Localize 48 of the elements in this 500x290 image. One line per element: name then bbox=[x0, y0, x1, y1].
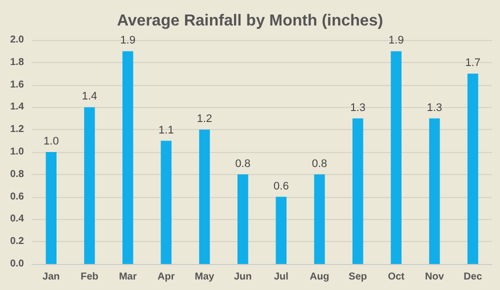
x-tick-label: Oct bbox=[388, 272, 406, 282]
data-label: 1.9 bbox=[120, 34, 136, 47]
x-tick-label: Jun bbox=[234, 272, 252, 282]
x-tick-label: Aug bbox=[310, 272, 330, 282]
bar bbox=[160, 140, 172, 264]
data-label: 1.9 bbox=[388, 34, 404, 47]
y-tick-label: 0.8 bbox=[10, 168, 24, 180]
x-tick-label: Apr bbox=[158, 272, 175, 282]
data-label: 0.8 bbox=[312, 158, 328, 170]
y-tick-label: 1.0 bbox=[10, 146, 24, 158]
y-tick-label: 0.4 bbox=[10, 214, 24, 225]
y-tick-label: 0.2 bbox=[10, 236, 24, 248]
x-tick-label: May bbox=[194, 272, 215, 282]
data-label: 0.6 bbox=[274, 180, 289, 192]
x-tick-label: Nov bbox=[425, 272, 444, 282]
y-tick-label: 0.0 bbox=[10, 258, 24, 270]
y-tick-label: 1.4 bbox=[10, 102, 24, 113]
bar bbox=[276, 196, 287, 264]
bar bbox=[199, 130, 210, 264]
x-tick-label: Sep bbox=[348, 272, 368, 282]
bar bbox=[122, 51, 134, 264]
y-tick-label: 2.0 bbox=[10, 34, 24, 46]
data-label: 0.8 bbox=[235, 158, 250, 170]
x-tick-label: Mar bbox=[118, 272, 137, 282]
y-tick-label: 1.8 bbox=[10, 56, 24, 68]
data-label: 1.7 bbox=[465, 57, 480, 70]
data-label: 1.2 bbox=[196, 113, 212, 126]
x-tick-label: Jan bbox=[42, 272, 60, 282]
x-tick-label: Jul bbox=[274, 272, 289, 282]
bar bbox=[467, 74, 478, 264]
data-label: 1.1 bbox=[158, 124, 174, 136]
y-tick-label: 1.2 bbox=[10, 124, 24, 136]
bar bbox=[46, 152, 57, 264]
bar bbox=[429, 118, 440, 264]
x-tick-label: Feb bbox=[80, 272, 98, 282]
y-tick-label: 0.6 bbox=[10, 191, 24, 202]
chart-title: Average Rainfall by Month (inches) bbox=[116, 12, 384, 30]
data-label: 1.4 bbox=[82, 90, 98, 103]
data-label: 1.3 bbox=[350, 102, 366, 114]
y-tick-label: 1.6 bbox=[10, 79, 24, 90]
bar bbox=[84, 107, 95, 264]
bar bbox=[352, 118, 364, 264]
bar bbox=[237, 174, 248, 264]
data-label: 1.3 bbox=[426, 102, 442, 114]
bar bbox=[314, 174, 325, 264]
data-label: 1.0 bbox=[44, 136, 59, 148]
bar bbox=[390, 51, 402, 264]
x-tick-label: Dec bbox=[464, 272, 482, 282]
